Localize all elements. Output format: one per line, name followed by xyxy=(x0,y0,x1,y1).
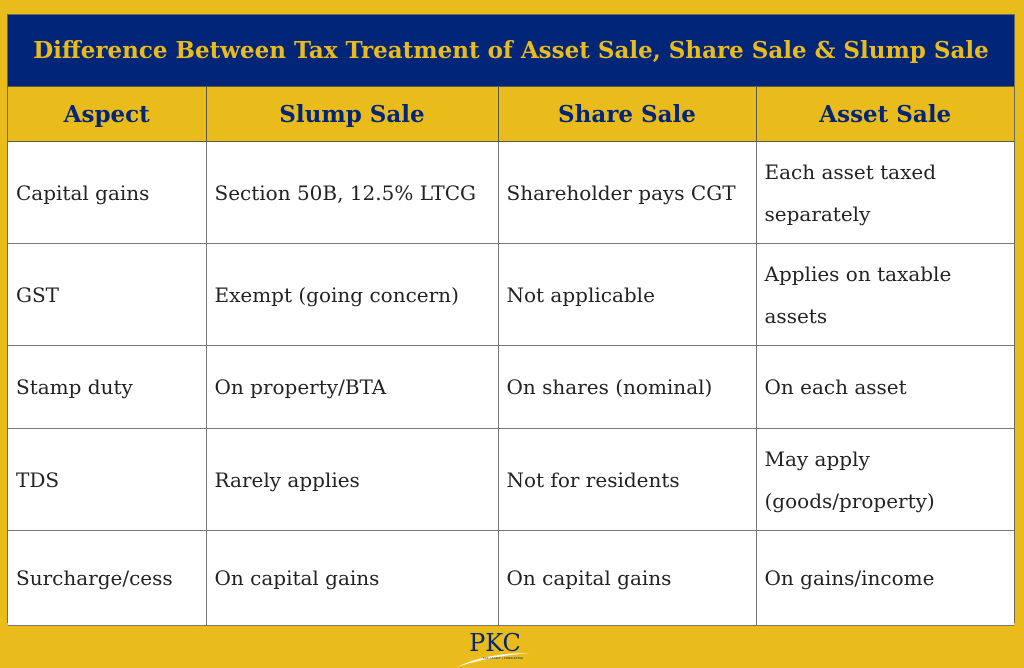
table-title: Difference Between Tax Treatment of Asse… xyxy=(8,15,1014,87)
cell-asset-sale: Applies on taxable assets xyxy=(755,243,1014,346)
cell-share-sale: Not for residents xyxy=(497,428,757,531)
header-asset-sale: Asset Sale xyxy=(756,87,1014,142)
cell-aspect: Capital gains xyxy=(8,141,207,244)
cell-slump-sale: Section 50B, 12.5% LTCG xyxy=(205,141,499,244)
comparison-table: Aspect Slump Sale Share Sale Asset Sale … xyxy=(8,87,1014,626)
cell-asset-sale: Each asset taxed separately xyxy=(755,141,1014,244)
comparison-table-frame: Difference Between Tax Treatment of Asse… xyxy=(7,14,1015,626)
cell-share-sale: On capital gains xyxy=(497,530,757,626)
table-row: Stamp duty On property/BTA On shares (nomi… xyxy=(8,345,1014,429)
cell-asset-sale: May apply (goods/property) xyxy=(755,428,1014,531)
pkc-logo: PKC TAX | AUDIT | CONSULTING xyxy=(457,629,530,667)
header-aspect: Aspect xyxy=(8,87,207,142)
cell-aspect: Surcharge/cess xyxy=(8,530,207,626)
cell-aspect: TDS xyxy=(8,428,207,531)
cell-share-sale: On shares (nominal) xyxy=(497,345,757,429)
cell-aspect: GST xyxy=(8,243,207,346)
table-row: Capital gains Section 50B, 12.5% LTCG Shar… xyxy=(8,141,1014,244)
table-row: GST Exempt (going concern) Not applicable A… xyxy=(8,243,1014,346)
cell-slump-sale: On property/BTA xyxy=(205,345,499,429)
table-row: TDS Rarely applies Not for residents May ap… xyxy=(8,428,1014,531)
cell-asset-sale: On each asset xyxy=(755,345,1014,429)
svg-text:TAX | AUDIT | CONSULTING: TAX | AUDIT | CONSULTING xyxy=(482,656,524,660)
header-row: Aspect Slump Sale Share Sale Asset Sale xyxy=(8,87,1014,142)
cell-share-sale: Not applicable xyxy=(497,243,757,346)
cell-aspect: Stamp duty xyxy=(8,345,207,429)
cell-share-sale: Shareholder pays CGT xyxy=(497,141,757,244)
cell-asset-sale: On gains/income xyxy=(755,530,1014,626)
svg-text:PKC: PKC xyxy=(469,629,521,657)
header-share-sale: Share Sale xyxy=(498,87,757,142)
cell-slump-sale: Exempt (going concern) xyxy=(205,243,499,346)
cell-slump-sale: Rarely applies xyxy=(205,428,499,531)
table-row: Surcharge/cess On capital gains On capital… xyxy=(8,530,1014,626)
header-slump-sale: Slump Sale xyxy=(206,87,499,142)
cell-slump-sale: On capital gains xyxy=(205,530,499,626)
